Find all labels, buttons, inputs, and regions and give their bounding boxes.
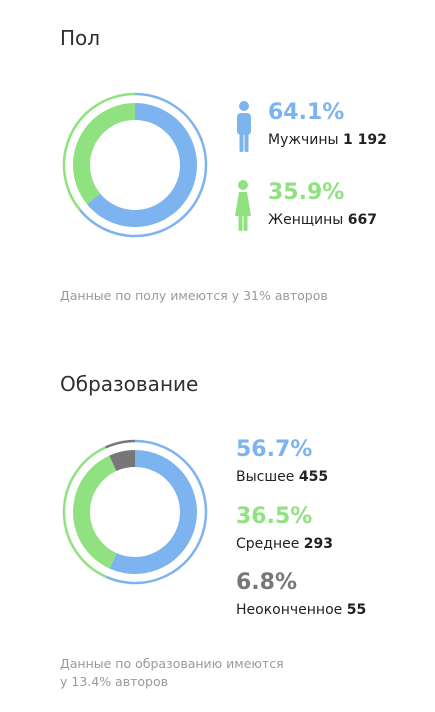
gender-slice-1 (73, 103, 135, 205)
education-donut-chart (62, 439, 208, 585)
secondary-count: 293 (303, 536, 334, 552)
education-slice-1 (72, 455, 117, 569)
higher-label-text: Высшее (236, 469, 295, 485)
education-slice-0 (109, 450, 197, 574)
education-outer-ring-2 (105, 439, 136, 449)
education-slice-2 (109, 450, 135, 472)
female-count: 667 (347, 212, 378, 228)
male-count: 1 192 (343, 132, 387, 148)
gender-section-title: Пол (60, 26, 101, 50)
secondary-label-text: Среднее (236, 536, 300, 552)
gender-data-note: Данные по полу имеются у 31% авторов (60, 288, 328, 303)
female-label-text: Женщины (268, 212, 344, 228)
male-label: Мужчины 1 192 (268, 132, 387, 148)
incomplete-label: Неоконченное 55 (236, 602, 366, 618)
female-percentage: 35.9% (268, 180, 345, 205)
gender-slice-0 (86, 103, 198, 228)
male-person-icon (237, 101, 251, 152)
higher-label: Высшее 455 (236, 469, 328, 485)
male-label-text: Мужчины (268, 132, 339, 148)
higher-percentage: 56.7% (236, 437, 313, 462)
gender-outer-ring-0 (79, 92, 208, 238)
education-note-line-1: Данные по образованию имеются (60, 656, 284, 671)
education-data-note: Данные по образованию имеются у 13.4% ав… (60, 655, 284, 691)
higher-count: 455 (298, 469, 329, 485)
education-outer-ring-0 (105, 439, 208, 585)
incomplete-label-text: Неоконченное (236, 602, 343, 618)
female-person-icon (235, 180, 251, 231)
education-note-line-2: у 13.4% авторов (60, 674, 168, 689)
education-outer-ring-1 (62, 446, 107, 578)
gender-outer-ring-1 (62, 92, 136, 211)
secondary-percentage: 36.5% (236, 504, 313, 529)
secondary-label: Среднее 293 (236, 536, 333, 552)
incomplete-percentage: 6.8% (236, 570, 298, 595)
education-section-title: Образование (60, 372, 199, 396)
gender-donut-chart (62, 92, 208, 238)
male-percentage: 64.1% (268, 100, 345, 125)
female-label: Женщины 667 (268, 212, 377, 228)
incomplete-count: 55 (346, 602, 367, 618)
